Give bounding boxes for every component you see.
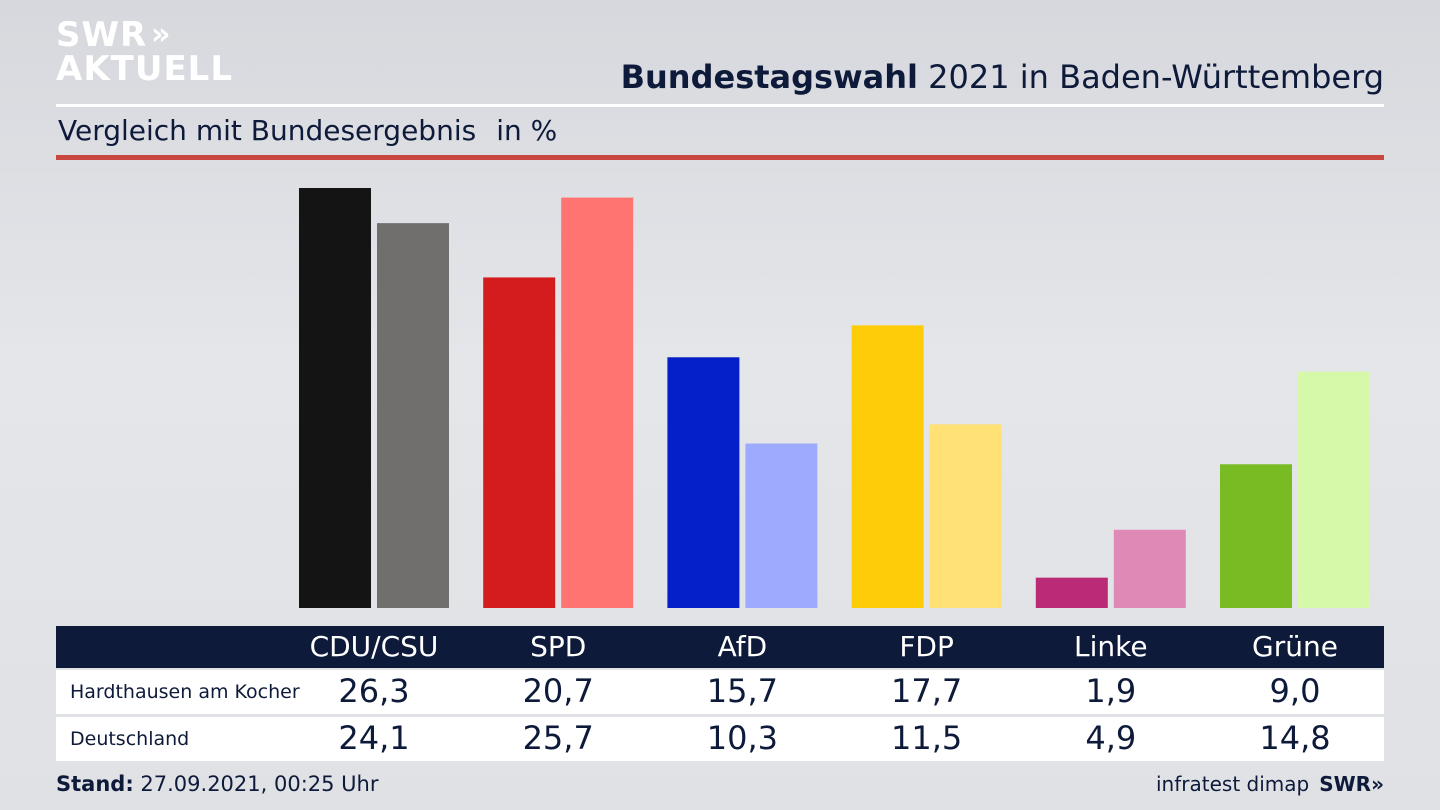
category-label-cdu-csu: CDU/CSU <box>309 630 439 663</box>
bar-afd-local <box>667 357 740 608</box>
category-label-afd: AfD <box>717 630 768 663</box>
value-afd-local: 15,7 <box>706 672 779 710</box>
unit-label: in % <box>496 114 558 147</box>
bar-afd-national <box>745 443 818 608</box>
table-row-national: Deutschland 24,1 25,7 10,3 11,5 4,9 14,8 <box>56 717 1384 761</box>
value-cdu-csu-national: 24,1 <box>338 719 410 757</box>
bar-fdp-local <box>851 325 924 608</box>
value-spd-local: 20,7 <box>522 672 594 710</box>
title-bold: Bundestagswahl <box>620 58 918 96</box>
page-title: Bundestagswahl 2021 in Baden-Württemberg <box>621 58 1384 96</box>
title-rest: 2021 in Baden-Württemberg <box>917 58 1384 96</box>
category-label-linke: Linke <box>1074 630 1148 663</box>
stand-label: Stand: <box>56 772 134 796</box>
bar-cdu-csu-national <box>377 223 449 608</box>
table-row-local: Hardthausen am Kocher 26,3 20,7 15,7 17,7 1,… <box>56 670 1384 714</box>
value-linke-local: 1,9 <box>1085 672 1137 710</box>
timestamp: Stand: 27.09.2021, 00:25 Uhr <box>56 772 379 796</box>
category-label-spd: SPD <box>530 630 587 663</box>
category-label-fdp: FDP <box>899 630 954 663</box>
value-afd-national: 10,3 <box>706 719 779 757</box>
bar-fdp-national <box>929 424 1002 608</box>
bar-linke-local <box>1035 577 1108 608</box>
row-label-local: Hardthausen am Kocher <box>70 681 300 703</box>
value-gr-ne-local: 9,0 <box>1269 672 1321 710</box>
swr-brand-icon: SWR» <box>1319 772 1384 796</box>
source-text: infratest dimap <box>1156 772 1310 796</box>
value-gr-ne-national: 14,8 <box>1259 719 1331 757</box>
logo-swr: SWR <box>56 15 148 55</box>
value-fdp-local: 17,7 <box>890 672 963 710</box>
bar-gr-ne-local <box>1220 464 1292 608</box>
row-label-national: Deutschland <box>70 728 190 750</box>
logo-aktuell: AKTUELL <box>56 49 234 89</box>
chart-subtitle: Vergleich mit Bundesergebnis in % <box>58 114 557 147</box>
bar-spd-local <box>483 277 556 608</box>
swr-aktuell-logo: SWR» AKTUELL <box>56 15 234 89</box>
bar-linke-national <box>1113 529 1186 608</box>
bar-cdu-csu-local <box>299 188 371 608</box>
value-fdp-national: 11,5 <box>890 719 963 757</box>
value-linke-national: 4,9 <box>1085 719 1137 757</box>
source-credit: infratest dimap SWR» <box>1156 772 1384 796</box>
accent-divider <box>56 155 1384 160</box>
subtitle-text: Vergleich mit Bundesergebnis <box>58 114 477 147</box>
stand-value: 27.09.2021, 00:25 Uhr <box>133 772 379 796</box>
category-label-gr-ne: Grüne <box>1252 630 1338 663</box>
bar-gr-ne-national <box>1298 371 1370 608</box>
header-divider <box>56 104 1384 107</box>
value-cdu-csu-local: 26,3 <box>338 672 410 710</box>
bar-spd-national <box>561 197 634 608</box>
party-header-row: CDU/CSU SPD AfD FDP Linke Grüne <box>56 626 1384 668</box>
value-spd-national: 25,7 <box>522 719 594 757</box>
